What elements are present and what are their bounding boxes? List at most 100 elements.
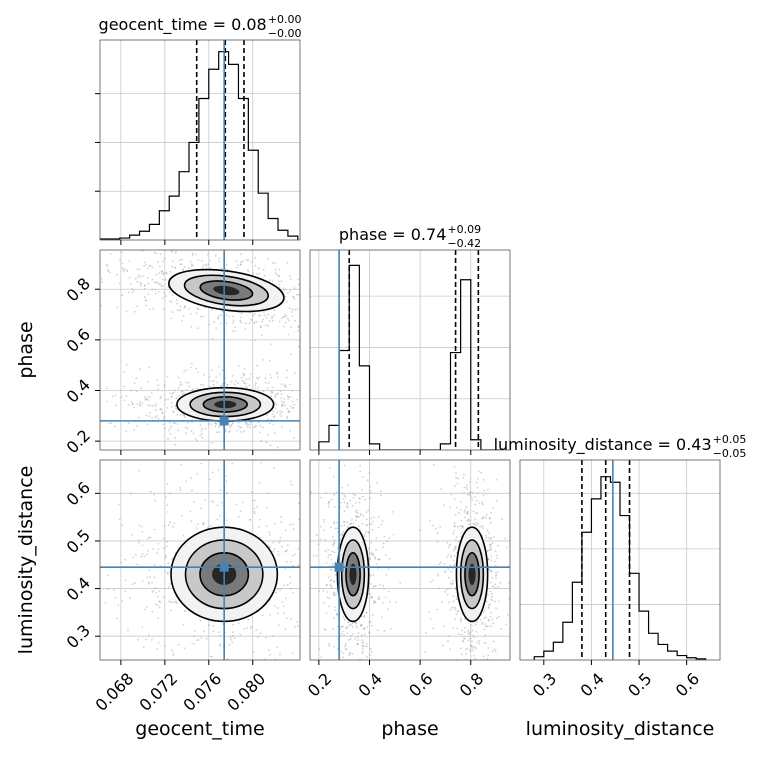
sample-point: [287, 398, 289, 401]
sample-point: [137, 416, 140, 419]
sample-point: [330, 554, 332, 556]
sample-point: [335, 264, 337, 266]
sample-point: [174, 389, 176, 392]
sample-point: [274, 268, 277, 271]
sample-point: [343, 634, 345, 637]
sample-point: [160, 408, 162, 411]
sample-point: [240, 312, 243, 315]
x-axis-label-luminosity_distance: luminosity_distance: [526, 718, 715, 740]
sample-point: [368, 621, 371, 623]
sample-point: [124, 558, 126, 561]
sample-point: [148, 582, 151, 585]
sample-point: [490, 581, 492, 584]
sample-point: [162, 278, 164, 281]
sample-point: [182, 268, 185, 271]
sample-point: [114, 596, 117, 599]
sample-point: [254, 499, 257, 502]
sample-point: [162, 547, 165, 549]
sample-point: [489, 516, 491, 519]
sample-point: [240, 426, 242, 429]
sample-point: [312, 591, 314, 593]
sample-point: [358, 497, 361, 499]
sample-point: [138, 404, 141, 407]
sample-point: [202, 373, 205, 376]
sample-point: [171, 265, 174, 268]
sample-point: [452, 627, 455, 630]
sample-point: [487, 618, 490, 621]
sample-point: [454, 618, 457, 621]
sample-point: [204, 306, 207, 309]
sample-point: [120, 561, 123, 564]
sample-point: [382, 542, 385, 545]
sample-point: [201, 436, 204, 439]
sample-point: [333, 521, 336, 524]
sample-point: [287, 319, 290, 322]
sample-point: [243, 374, 246, 377]
sample-point: [305, 328, 307, 330]
sample-point: [324, 550, 327, 552]
sample-point: [152, 589, 155, 592]
sample-point: [442, 644, 444, 647]
sample-point: [259, 424, 262, 427]
sample-point: [438, 587, 441, 590]
sample-point: [450, 583, 453, 586]
histogram-step: [100, 51, 299, 240]
sample-point: [376, 481, 378, 484]
sample-point: [372, 529, 374, 531]
x-tick-label: 0.4: [576, 669, 607, 700]
sample-point: [462, 640, 465, 643]
sample-point: [249, 519, 252, 521]
sample-point: [196, 387, 199, 390]
sample-point: [178, 394, 181, 397]
sample-point: [120, 396, 123, 399]
sample-point: [322, 590, 325, 592]
sample-point: [148, 634, 150, 636]
sample-point: [179, 486, 181, 489]
sample-point: [158, 283, 161, 286]
sample-point: [216, 381, 218, 384]
sample-point: [171, 251, 174, 253]
sample-point: [267, 544, 270, 547]
sample-point: [219, 373, 221, 376]
sample-point: [171, 395, 174, 398]
sample-point: [452, 595, 455, 598]
sample-point: [454, 564, 456, 567]
sample-point: [189, 260, 192, 263]
sample-point: [333, 393, 335, 395]
sample-point: [190, 313, 193, 315]
sample-point: [325, 562, 328, 564]
sample-point: [145, 638, 148, 641]
sample-point: [158, 272, 161, 275]
sample-point: [113, 589, 116, 591]
sample-point: [221, 501, 223, 504]
sample-point: [280, 280, 283, 283]
sample-point: [133, 406, 135, 409]
sample-point: [381, 520, 384, 523]
sample-point: [278, 275, 280, 277]
sample-point: [470, 645, 473, 648]
sample-point: [492, 585, 494, 588]
sample-point: [225, 519, 228, 522]
sample-point: [497, 544, 499, 547]
sample-point: [174, 266, 177, 269]
sample-point: [483, 516, 485, 519]
sample-point: [330, 584, 333, 587]
sample-point: [331, 287, 333, 289]
sample-point: [157, 542, 160, 545]
sample-point: [455, 476, 458, 479]
sample-point: [148, 536, 151, 539]
sample-point: [472, 522, 474, 525]
sample-point: [214, 254, 217, 257]
sample-point: [290, 618, 293, 620]
sample-point: [333, 475, 335, 478]
sample-point: [151, 610, 154, 613]
sample-point: [114, 394, 117, 397]
sample-point: [192, 635, 195, 637]
sample-point: [496, 571, 499, 573]
sample-point: [274, 396, 277, 398]
sample-point: [97, 264, 99, 266]
sample-point: [97, 295, 99, 297]
sample-point: [232, 422, 234, 425]
sample-point: [164, 556, 167, 559]
sample-point: [491, 593, 493, 595]
